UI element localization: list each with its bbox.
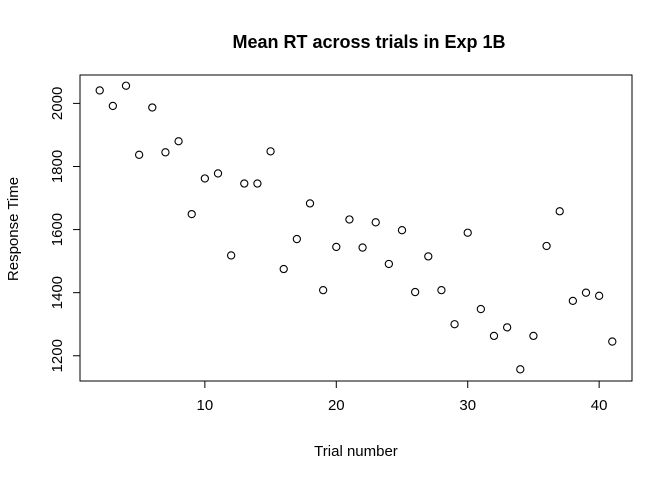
x-axis-label: Trial number [314, 443, 398, 460]
data-point [516, 365, 525, 374]
data-point [332, 242, 341, 252]
data-point [581, 288, 591, 297]
data-point [476, 304, 486, 314]
data-point [450, 320, 459, 329]
data-point [358, 243, 367, 252]
x-tick-label: 20 [328, 397, 345, 414]
data-point [397, 226, 407, 235]
data-point [121, 81, 131, 90]
data-point [161, 148, 170, 157]
data-point [134, 150, 144, 159]
data-point [502, 323, 512, 332]
data-point [489, 331, 499, 341]
y-tick-label: 1400 [49, 276, 66, 309]
chart-title: Mean RT across trials in Exp 1B [232, 32, 505, 52]
data-point [213, 169, 223, 178]
data-point [148, 103, 157, 112]
data-point [305, 199, 315, 208]
data-point [266, 147, 275, 156]
data-point [279, 264, 288, 274]
data-points [95, 81, 617, 374]
data-point [437, 285, 446, 295]
data-point [568, 296, 578, 306]
y-tick-label: 2000 [49, 87, 66, 120]
x-axis: 10 20 30 40 [197, 380, 608, 414]
data-point [424, 252, 433, 261]
data-point [187, 209, 196, 219]
x-tick-label: 10 [197, 397, 214, 414]
y-tick-label: 1600 [49, 213, 66, 246]
data-point [253, 179, 262, 188]
data-point [200, 174, 210, 183]
plot-frame [79, 74, 633, 382]
x-tick-label: 40 [591, 397, 608, 414]
data-point [608, 337, 617, 346]
data-point [174, 137, 183, 146]
data-point [95, 86, 104, 95]
y-tick-label: 1200 [49, 339, 66, 372]
data-point [292, 234, 302, 244]
y-axis: 1200 1400 1600 1800 2000 [49, 87, 81, 372]
data-point [108, 101, 118, 111]
data-point [345, 215, 354, 224]
data-point [463, 228, 472, 237]
data-point [371, 218, 380, 227]
data-point [410, 287, 420, 297]
data-point [542, 241, 551, 251]
data-point [318, 285, 328, 295]
data-point [594, 291, 604, 300]
y-axis-label: Response Time [5, 177, 22, 281]
data-point [529, 331, 538, 341]
data-point [240, 179, 249, 188]
data-point [555, 207, 564, 216]
x-tick-label: 30 [459, 397, 476, 414]
data-point [226, 251, 236, 260]
y-tick-label: 1800 [49, 150, 66, 183]
data-point [384, 259, 394, 269]
